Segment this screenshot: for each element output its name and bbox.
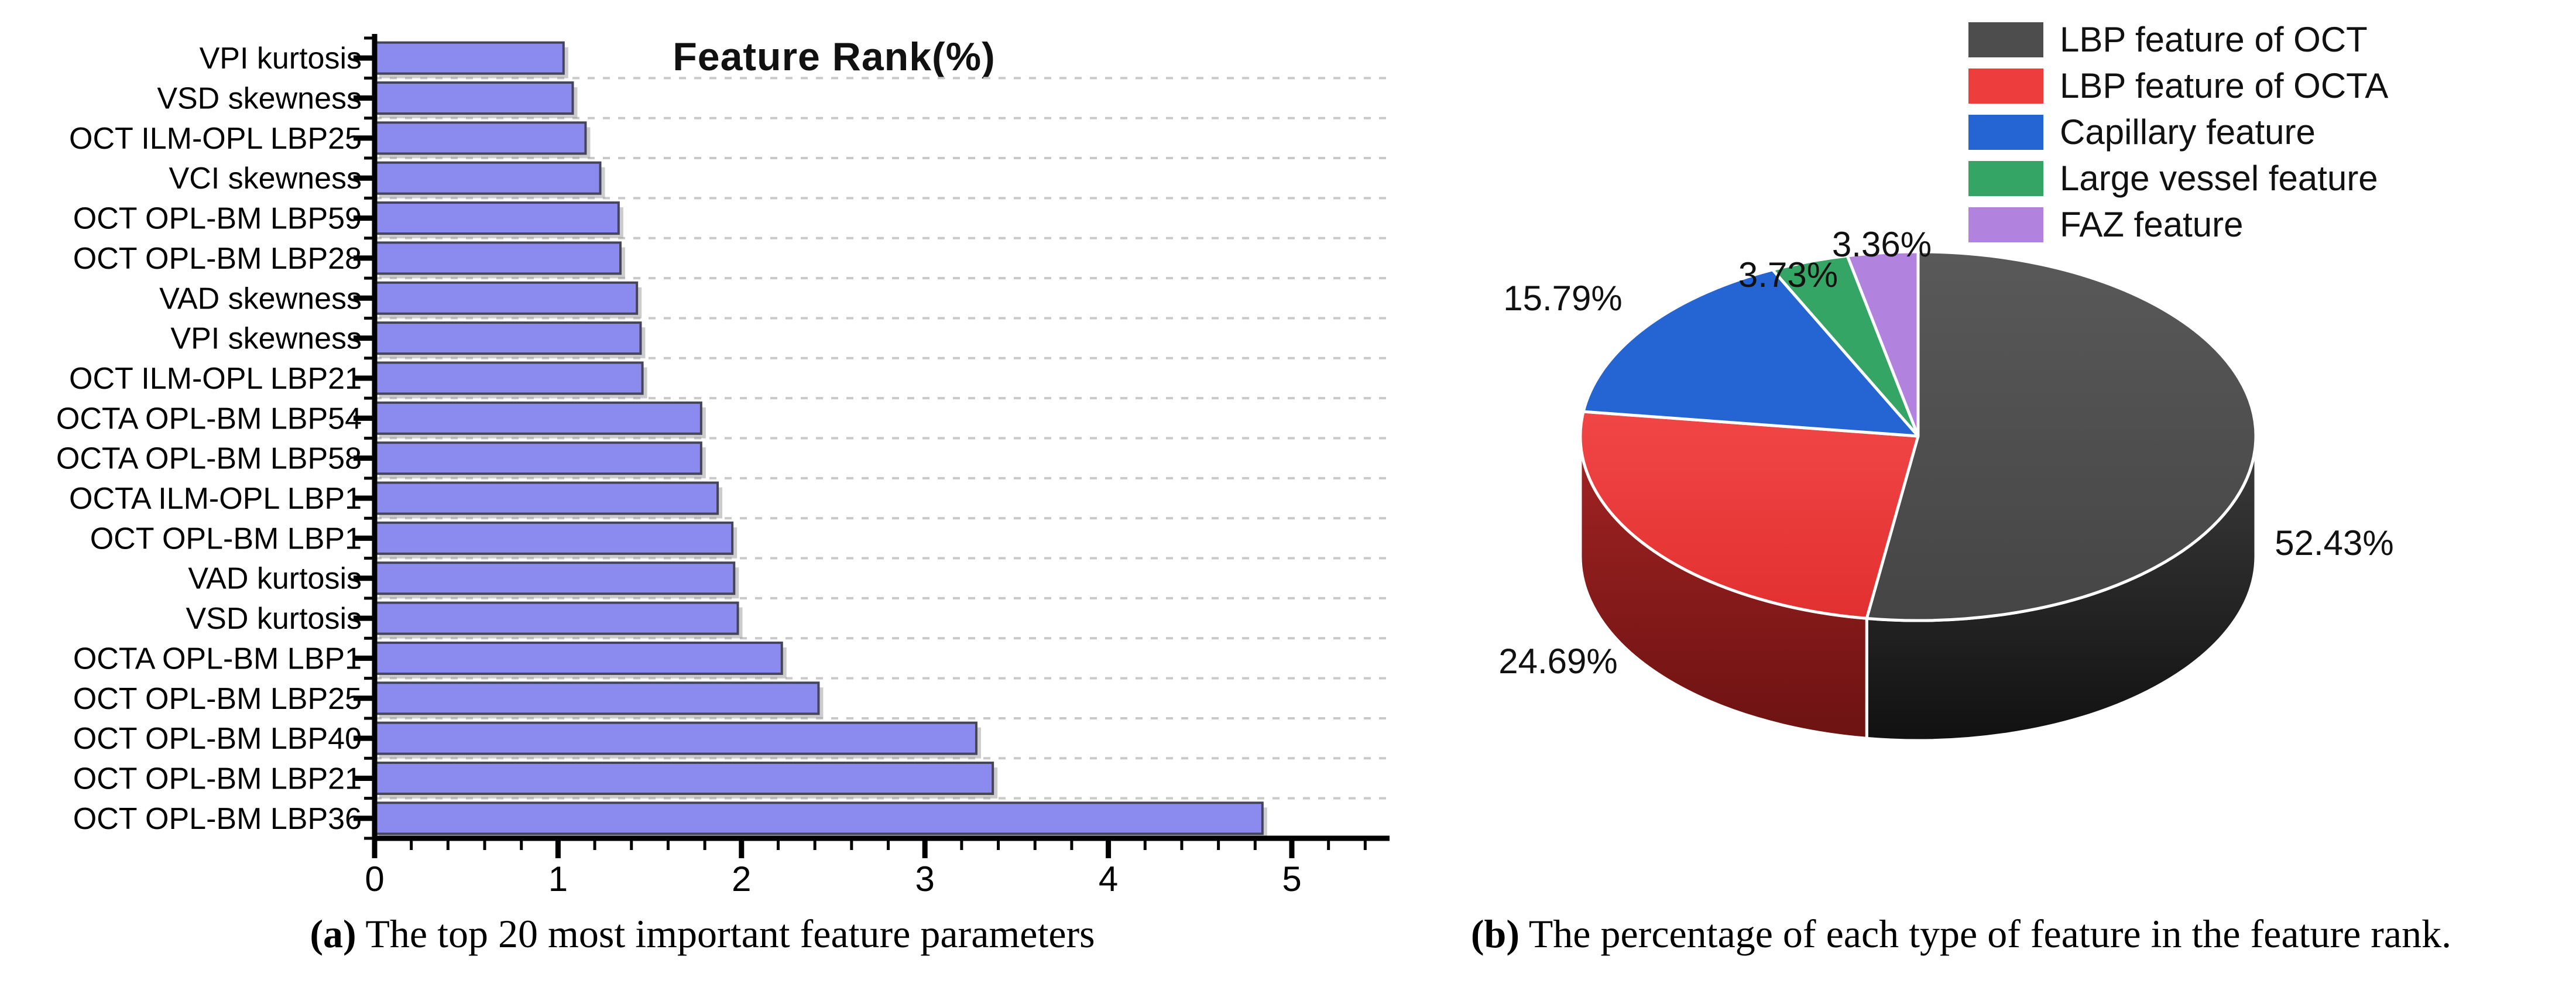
caption-b-label: (b) (1470, 911, 1519, 956)
pie-slice-faz-feature (1846, 250, 1920, 438)
legend-row: FAZ feature (1968, 207, 2388, 242)
legend-row: LBP feature of OCTA (1968, 68, 2388, 104)
caption-a-text: The top 20 most important feature parame… (356, 911, 1095, 956)
bar-label: OCTA OPL-BM LBP1 (73, 642, 362, 676)
bar-label: OCT OPL-BM LBP36 (73, 802, 362, 836)
bar-label: OCT OPL-BM LBP25 (73, 682, 362, 716)
x-tick-label: 5 (1282, 859, 1301, 899)
x-tick-label: 1 (548, 859, 568, 899)
bar (373, 601, 739, 635)
pie-slice-capillary-feature (1582, 268, 1920, 438)
caption-b-text: The percentage of each type of feature i… (1519, 911, 2452, 956)
x-tick-label: 0 (365, 859, 384, 899)
bar-label: VAD skewness (159, 282, 362, 316)
bar-label: OCT OPL-BM LBP40 (73, 722, 362, 756)
bar-label: VPI kurtosis (200, 42, 362, 76)
bar-label: OCT ILM-OPL LBP25 (69, 122, 362, 156)
bar-label: VAD kurtosis (188, 562, 362, 596)
legend-label: LBP feature of OCT (2060, 20, 2368, 59)
bar (373, 281, 639, 315)
bar (373, 81, 574, 115)
pie-percent-label: 52.43% (2275, 523, 2394, 563)
bar (373, 801, 1264, 835)
bar (373, 321, 642, 355)
pie-percent-label: 3.36% (1832, 225, 1932, 264)
pie-legend: LBP feature of OCT LBP feature of OCTA Cap… (1968, 22, 2388, 253)
bar (373, 41, 565, 75)
legend-label: Large vessel feature (2060, 159, 2378, 198)
bar (373, 761, 994, 795)
caption-a-label: (a) (310, 911, 356, 956)
bar (373, 401, 702, 435)
caption-a: (a) The top 20 most important feature pa… (59, 911, 1346, 957)
legend-swatch (1968, 161, 2043, 196)
bar (373, 161, 602, 195)
x-tick-label: 3 (915, 859, 935, 899)
bar-label: OCT OPL-BM LBP59 (73, 202, 362, 236)
bar (373, 361, 644, 395)
bar (373, 441, 702, 475)
pie-slice-lbp-feature-of-octa (1579, 410, 1920, 620)
pie-percent-label: 3.73% (1738, 255, 1838, 294)
legend-swatch (1968, 115, 2043, 150)
bar (373, 681, 820, 715)
legend-swatch (1968, 68, 2043, 104)
legend-row: Large vessel feature (1968, 161, 2388, 196)
legend-swatch (1968, 22, 2043, 57)
bar-label: OCT OPL-BM LBP1 (90, 522, 362, 556)
bar (373, 521, 734, 555)
bar-label: VCI skewness (169, 162, 362, 196)
pie-percent-label: 15.79% (1503, 279, 1623, 318)
bar-label: VSD kurtosis (186, 602, 362, 636)
legend-row: Capillary feature (1968, 115, 2388, 150)
bar-label: OCTA OPL-BM LBP58 (56, 442, 362, 476)
legend-label: LBP feature of OCTA (2060, 66, 2389, 105)
pie-percent-label: 24.69% (1498, 642, 1618, 681)
bar-label: OCT OPL-BM LBP28 (73, 242, 362, 276)
bar-label: VSD skewness (157, 82, 362, 116)
bar-label: OCT OPL-BM LBP21 (73, 762, 362, 796)
bar (373, 641, 783, 675)
legend-label: FAZ feature (2060, 205, 2244, 244)
bar (373, 721, 977, 755)
bar-label: OCTA ILM-OPL LBP1 (69, 482, 362, 516)
caption-b: (b) The percentage of each type of featu… (1346, 911, 2576, 957)
x-tick-label: 2 (732, 859, 751, 899)
bar-label: OCT ILM-OPL LBP21 (69, 362, 362, 396)
pie-slice-lbp-feature-of-oct (1865, 250, 2258, 622)
legend-swatch (1968, 207, 2043, 242)
bar-label: OCTA OPL-BM LBP54 (56, 402, 362, 436)
bar-label: VPI skewness (170, 322, 362, 356)
legend-label: Capillary feature (2060, 112, 2316, 152)
x-tick-label: 4 (1099, 859, 1118, 899)
legend-row: LBP feature of OCT (1968, 22, 2388, 57)
bar-chart-title: Feature Rank(%) (673, 35, 996, 79)
